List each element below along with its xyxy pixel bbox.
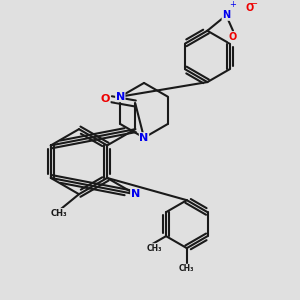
Text: N: N bbox=[222, 10, 230, 20]
Text: N: N bbox=[131, 189, 140, 199]
Text: O: O bbox=[229, 32, 237, 42]
Text: CH₃: CH₃ bbox=[179, 264, 195, 273]
Text: +: + bbox=[229, 0, 236, 9]
Text: CH₃: CH₃ bbox=[147, 244, 162, 253]
Text: N: N bbox=[116, 92, 125, 102]
Text: O: O bbox=[101, 94, 110, 104]
Text: CH₃: CH₃ bbox=[51, 208, 68, 217]
Text: −: − bbox=[250, 0, 259, 9]
Text: O: O bbox=[245, 4, 254, 14]
Text: N: N bbox=[140, 133, 148, 143]
